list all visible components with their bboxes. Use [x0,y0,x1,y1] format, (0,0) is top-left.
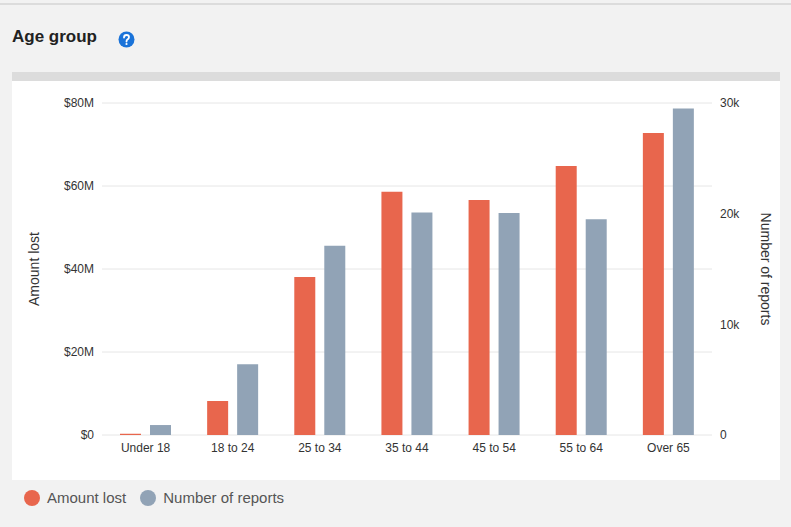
svg-text:55 to 64: 55 to 64 [560,441,604,455]
svg-text:$20M: $20M [64,345,94,359]
svg-text:$40M: $40M [64,262,94,276]
svg-text:$60M: $60M [64,179,94,193]
svg-text:$0: $0 [81,428,95,442]
svg-text:$80M: $80M [64,96,94,110]
svg-text:25 to 34: 25 to 34 [298,441,342,455]
svg-text:20k: 20k [720,207,740,221]
svg-text:35 to 44: 35 to 44 [385,441,429,455]
svg-text:10k: 10k [720,318,740,332]
svg-text:0: 0 [720,428,727,442]
svg-text:18 to 24: 18 to 24 [211,441,255,455]
svg-text:30k: 30k [720,96,740,110]
html-text:Age group: Age group [12,27,97,46]
svg-text:Under 18: Under 18 [121,441,171,455]
html-text:Number of reports: Number of reports [163,489,285,506]
svg-text:Over 65: Over 65 [647,441,690,455]
svg-text:Amount lost: Amount lost [26,232,42,306]
svg-text:45 to 54: 45 to 54 [472,441,516,455]
svg-text:Number of reports: Number of reports [758,213,774,326]
html-text:Amount lost: Amount lost [47,489,127,506]
